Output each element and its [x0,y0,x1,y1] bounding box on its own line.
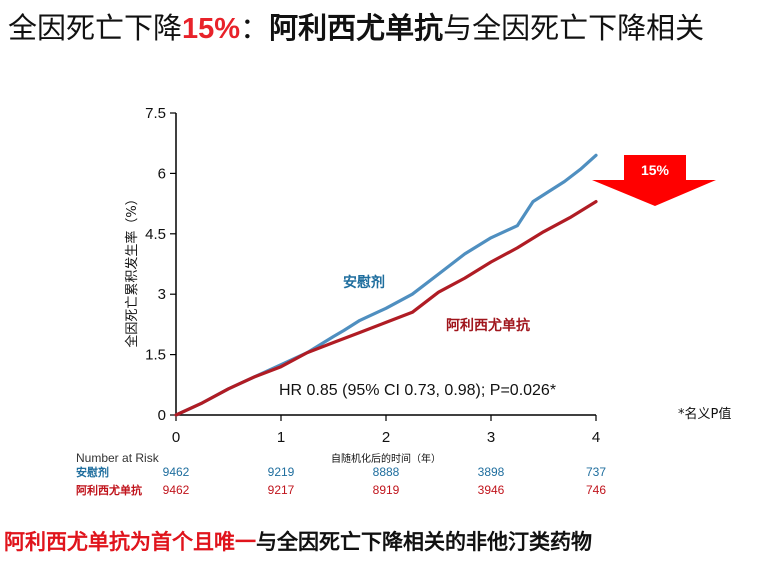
risk-table-cell: 8919 [373,483,400,497]
risk-table-title: Number at Risk [76,451,160,465]
title-part2: 与全因死亡下降相关 [443,11,705,45]
x-tick-label: 4 [592,429,600,446]
banner-red-text: 阿利西尤单抗为首个且唯一 [4,530,256,554]
x-tick-label: 1 [277,429,285,446]
series-line-placebo [174,153,598,417]
y-tick-label: 6 [158,165,166,182]
arrow-label: 15% [641,162,670,178]
risk-table-cell: 3946 [478,483,505,497]
decrease-arrow-icon [592,155,716,206]
x-tick-label: 3 [487,429,495,446]
risk-table-row-label: 阿利西尤单抗 [76,483,142,497]
bottom-banner: 阿利西尤单抗为首个且唯一与全因死亡下降相关的非他汀类药物 [4,528,770,556]
risk-table-cell: 8888 [373,465,400,479]
x-tick-label: 0 [172,429,180,446]
title-drug-name: 阿利西尤单抗 [269,11,444,45]
series-line-alirocumab [174,200,598,417]
risk-table-cell: 3898 [478,465,505,479]
y-tick-label: 7.5 [145,105,166,122]
y-axis-label: 全因死亡累积发生率（%） [124,192,140,347]
series-label-placebo: 安慰剂 [343,274,385,291]
title-colon: ： [240,11,270,45]
y-tick-label: 3 [158,286,166,303]
footnote: *名义P值 [678,407,732,422]
risk-table-cell: 9462 [163,465,190,479]
x-tick-label: 2 [382,429,390,446]
risk-table-row-label: 安慰剂 [76,465,109,479]
y-tick-label: 1.5 [145,347,166,364]
risk-table-cell: 9219 [268,465,295,479]
title-part1: 全因死亡下降 [8,11,183,45]
hr-annotation: HR 0.85 (95% CI 0.73, 0.98); P=0.026* [279,382,556,399]
banner-black-text: 与全因死亡下降相关的非他汀类药物 [256,530,592,554]
slide-title: 全因死亡下降15%：阿利西尤单抗与全因死亡下降相关 [8,8,768,49]
risk-table-cell: 9462 [163,483,190,497]
y-tick-label: 0 [158,407,166,424]
title-percent: 15% [182,13,241,45]
y-tick-label: 4.5 [145,226,166,243]
risk-table-cell: 9217 [268,483,295,497]
risk-table-cell: 746 [586,483,606,497]
risk-table-cell: 737 [586,465,606,479]
series-label-alirocumab: 阿利西尤单抗 [446,317,530,334]
x-axis-label: 自随机化后的时间（年） [331,452,441,465]
